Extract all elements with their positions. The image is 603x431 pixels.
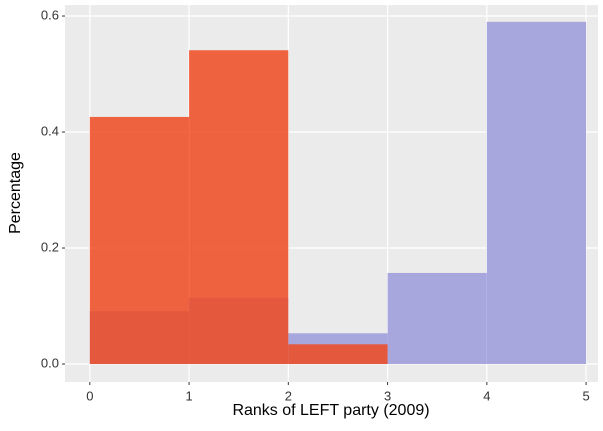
y-tick-label: 0.0 <box>41 355 59 370</box>
x-tick-label: 3 <box>384 388 391 403</box>
y-axis-title: Percentage <box>7 152 24 234</box>
y-tick-label: 0.2 <box>41 239 59 254</box>
bar <box>387 272 487 365</box>
x-tick-label: 1 <box>185 388 192 403</box>
bar <box>288 344 388 365</box>
marks <box>89 21 587 365</box>
x-axis-title: Ranks of LEFT party (2009) <box>232 402 429 419</box>
x-tick-label: 5 <box>582 388 589 403</box>
x-tick-label: 2 <box>285 388 292 403</box>
y-tick-label: 0.6 <box>41 7 59 22</box>
x-tick-label: 4 <box>483 388 490 403</box>
x-tick-label: 0 <box>86 388 93 403</box>
bar <box>89 116 190 365</box>
y-tick-label: 0.4 <box>41 123 59 138</box>
bar <box>189 50 289 365</box>
bar <box>486 21 587 365</box>
